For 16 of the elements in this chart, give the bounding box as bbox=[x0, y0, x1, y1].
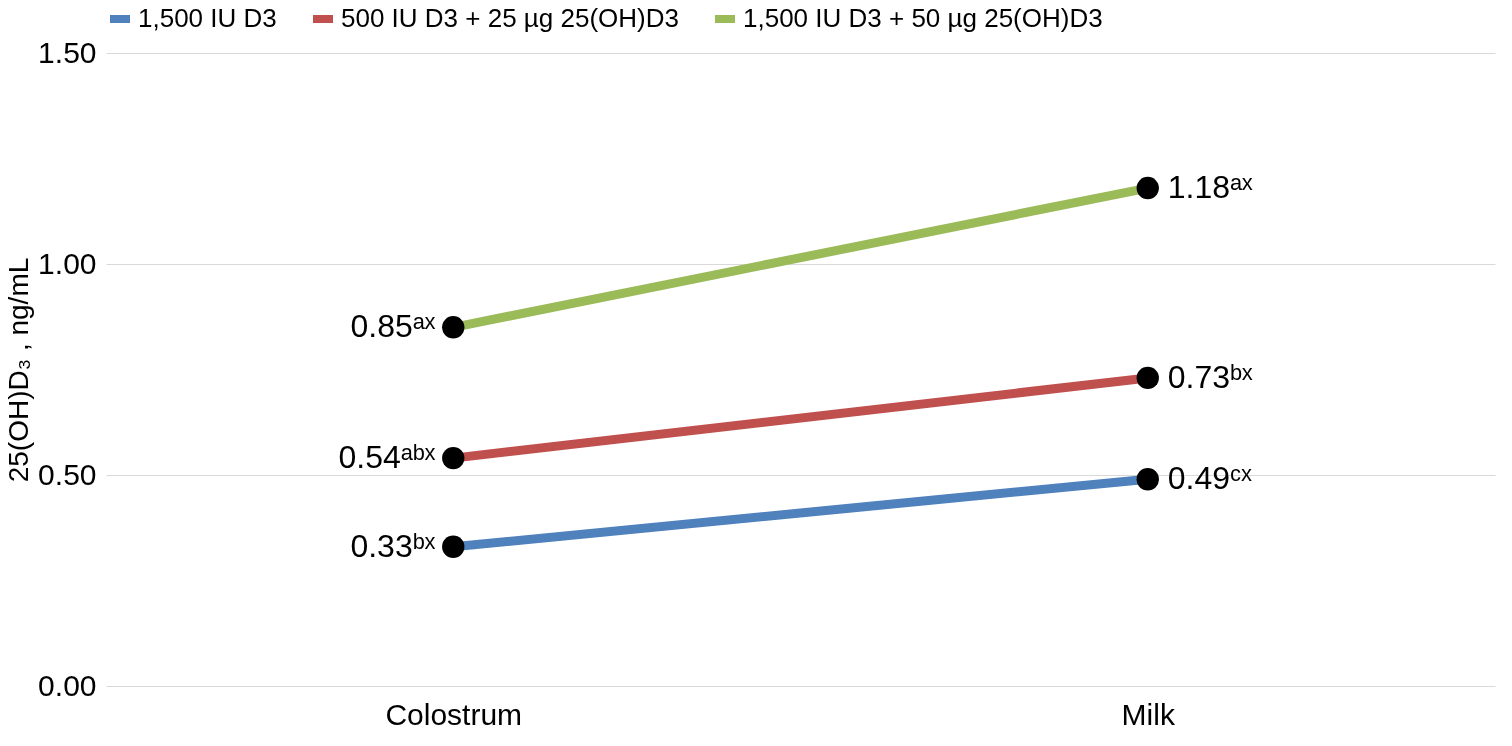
data-label: 0.73ᵇˣ bbox=[1167, 358, 1254, 395]
data-label: 0.49ᶜˣ bbox=[1167, 460, 1253, 497]
legend-label: 500 IU D3 + 25 µg 25(OH)D3 bbox=[341, 3, 679, 33]
y-tick-label: 1.00 bbox=[38, 246, 97, 280]
data-label: 0.85ᵃˣ bbox=[350, 308, 436, 345]
y-tick-label: 0.00 bbox=[38, 668, 97, 702]
x-tick-label: Milk bbox=[1121, 697, 1176, 731]
y-axis-title: 25(OH)D₃ , ng/mL bbox=[3, 257, 35, 483]
data-label: 0.54ᵃᵇˣ bbox=[338, 439, 436, 476]
legend-label: 1,500 IU D3 + 50 µg 25(OH)D3 bbox=[743, 3, 1103, 33]
data-label: 0.33ᵇˣ bbox=[350, 527, 436, 564]
legend-label: 1,500 IU D3 bbox=[138, 3, 277, 33]
data-label: 1.18ᵃˣ bbox=[1167, 169, 1253, 206]
y-tick-label: 0.50 bbox=[38, 457, 97, 491]
y-tick-label: 1.50 bbox=[38, 35, 97, 69]
x-tick-label: Colostrum bbox=[385, 697, 523, 731]
